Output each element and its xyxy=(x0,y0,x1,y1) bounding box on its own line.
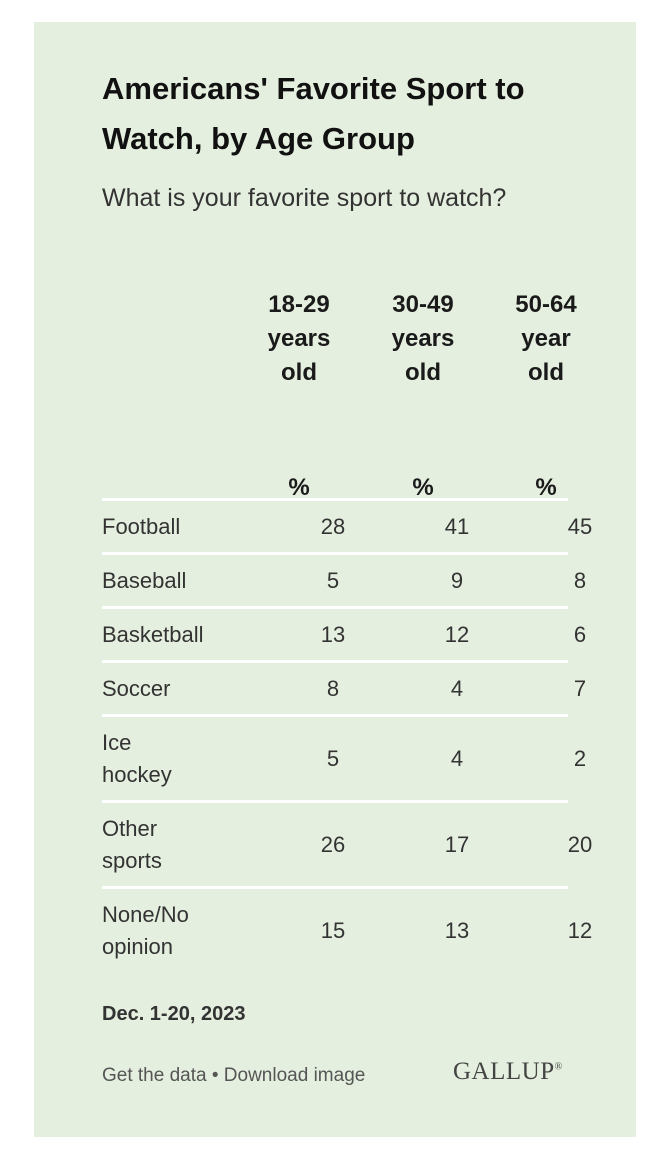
cell-value: 17 xyxy=(444,831,470,857)
row-label: Other sports xyxy=(102,816,162,873)
cell-value: 8 xyxy=(326,675,340,701)
column-header: 30-49 years old xyxy=(391,291,455,386)
trademark: ® xyxy=(554,1061,563,1073)
cell-value: 41 xyxy=(444,513,470,539)
cell-value: 5 xyxy=(326,567,340,593)
cell-value: 26 xyxy=(320,831,346,857)
card: Americans' Favorite Sport to Watch, by A… xyxy=(34,22,636,1137)
table-row: Baseball 5 9 8 xyxy=(102,552,586,606)
cell-value: 15 xyxy=(320,917,346,943)
row-label: Football xyxy=(102,514,181,539)
cell-value: 12 xyxy=(444,621,470,647)
date: Dec. 1-20, 2023 xyxy=(102,1003,246,1025)
unit-label: % xyxy=(412,474,434,501)
cell-value: 28 xyxy=(320,513,346,539)
row-label: Baseball xyxy=(102,568,187,593)
column-header: 18-29 years old xyxy=(267,291,331,386)
row-label: Ice hockey xyxy=(102,730,172,787)
table-row: Soccer 8 4 7 xyxy=(102,660,586,714)
unit-label: % xyxy=(535,474,557,501)
row-label: Basketball xyxy=(102,622,204,647)
cell-value: 5 xyxy=(326,745,340,771)
cell-value: 4 xyxy=(450,745,464,771)
cell-value: 8 xyxy=(573,567,587,593)
title: Americans' Favorite Sport to Watch, by A… xyxy=(102,71,525,156)
separator: • xyxy=(211,1065,219,1086)
logo-text: GALLUP xyxy=(453,1058,555,1085)
row-label: None/No opinion xyxy=(102,902,189,959)
table-row: Basketball 13 12 6 xyxy=(102,606,586,660)
cell-value: 45 xyxy=(567,513,593,539)
links: Get the data • Download image xyxy=(102,1065,365,1087)
cell-value: 7 xyxy=(573,675,587,701)
unit-label: % xyxy=(288,474,310,501)
cell-value: 6 xyxy=(573,621,587,647)
logo: GALLUP® xyxy=(453,1058,563,1086)
table-body: Football 28 41 45 Baseball 5 9 8 Basketball 13 12 6… xyxy=(102,498,592,972)
column-header: 50-64 year old xyxy=(515,291,577,386)
table-row: None/No opinion 15 13 12 xyxy=(102,886,592,972)
cell-value: 13 xyxy=(320,621,346,647)
link[interactable]: Download image xyxy=(223,1065,366,1086)
cell-value: 20 xyxy=(567,831,593,857)
table-row: Other sports 26 17 20 xyxy=(102,800,592,886)
subtitle: What is your favorite sport to watch? xyxy=(102,184,507,212)
cell-value: 13 xyxy=(444,917,470,943)
cell-value: 12 xyxy=(567,917,593,943)
link[interactable]: Get the data xyxy=(102,1065,207,1086)
cell-value: 4 xyxy=(450,675,464,701)
table-row: Ice hockey 5 4 2 xyxy=(102,714,586,800)
cell-value: 9 xyxy=(450,567,464,593)
row-label: Soccer xyxy=(102,676,171,701)
cell-value: 2 xyxy=(573,745,587,771)
table-row: Football 28 41 45 xyxy=(102,498,592,552)
